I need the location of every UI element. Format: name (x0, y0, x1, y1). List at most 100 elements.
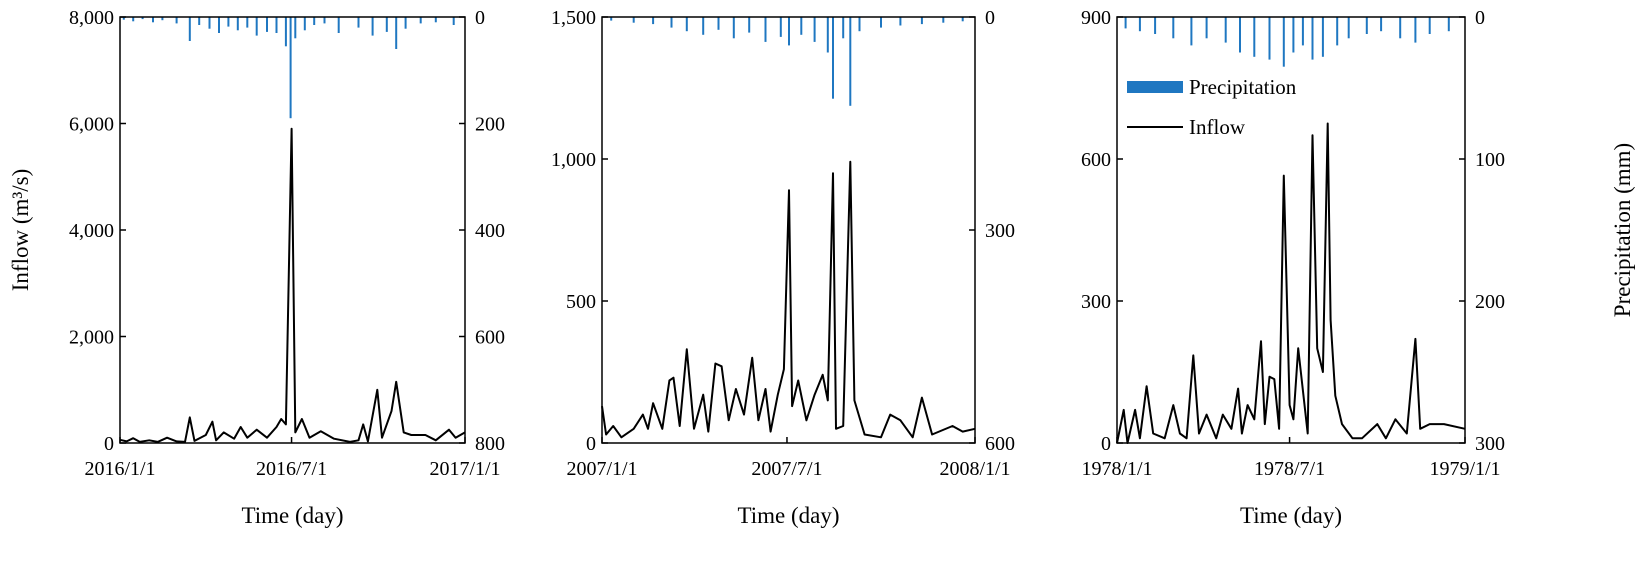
precipitation-bar (1190, 17, 1193, 46)
chart-panel-1: 0 2,000 4,000 6,000 8,000 0 200 400 600 800 2016/1… (8, 7, 505, 528)
precipitation-bar (788, 17, 790, 46)
precipitation-bar (152, 17, 154, 23)
precipitation-bar (849, 17, 852, 106)
y-tick-label: 0 (104, 433, 114, 455)
precipitation-bar (122, 17, 125, 20)
precipitation-bar (1414, 17, 1417, 43)
x-tick-label: 1978/7/1 (1254, 458, 1325, 480)
precipitation-bar (1172, 17, 1175, 39)
precipitation-bar (1124, 17, 1127, 29)
precipitation-bar (1428, 17, 1431, 34)
precipitation-bar (717, 17, 720, 30)
x-axis-title: Time (day) (1240, 503, 1342, 528)
precipitation-bar (779, 17, 782, 37)
precipitation-bar (434, 17, 437, 23)
precipitation-bar (289, 17, 292, 119)
x-tick-label: 2008/1/1 (939, 458, 1010, 480)
legend-label: Precipitation (1189, 75, 1297, 99)
precipitation-bar (313, 17, 316, 25)
precipitation-bars (122, 17, 455, 119)
precipitation-bar (1224, 17, 1227, 43)
precipitation-bar (942, 17, 945, 23)
precipitation-bar (227, 17, 230, 27)
precipitation-bar (218, 17, 220, 33)
y-tick-label: 0 (586, 433, 596, 455)
precipitation-bar (842, 17, 845, 39)
precipitation-bar (764, 17, 767, 42)
precipitation-bar (1154, 17, 1157, 34)
precipitation-bar (610, 17, 613, 21)
precipitation-bar (1282, 17, 1285, 67)
precipitation-bar (236, 17, 239, 31)
precipitation-bar (880, 17, 882, 28)
precipitation-bar (899, 17, 902, 26)
precipitation-bar (1321, 17, 1324, 57)
y2-tick-label: 100 (1475, 149, 1505, 171)
precipitation-bar (748, 17, 751, 33)
y-tick-label: 0 (1101, 433, 1111, 455)
y2-tick-label: 0 (475, 7, 485, 29)
y-tick-label: 1,500 (551, 7, 596, 29)
precipitation-bar (1399, 17, 1402, 39)
chart-panel-2: 0 500 1,000 1,500 0 300 600 2007/1/1 2007/7/1 200… (551, 7, 1015, 528)
precipitation-bar (1268, 17, 1271, 60)
precipitation-bar (702, 17, 705, 35)
precipitation-bar (832, 17, 834, 99)
precipitation-bar (1447, 17, 1450, 32)
y2-tick-label: 300 (1475, 433, 1505, 455)
y-tick-label: 500 (566, 291, 596, 313)
precipitation-bar (284, 17, 287, 47)
y-tick-label: 4,000 (69, 220, 114, 242)
y-axis-title: Inflow (m³/s) (8, 169, 33, 292)
precipitation-bar (371, 17, 374, 36)
precipitation-bar (255, 17, 258, 36)
y2-tick-label: 200 (475, 114, 505, 136)
precipitation-bar (208, 17, 211, 29)
chart-panel-3: 0 300 600 900 0 100 200 300 1978/1/1 1978/7/1 1979… (1081, 7, 1635, 528)
y2-axis-title: Precipitation (mm) (1610, 143, 1635, 317)
legend: Precipitation Inflow (1127, 75, 1297, 139)
precipitation-bar (1311, 17, 1314, 60)
x-tick-label: 2016/7/1 (256, 458, 327, 480)
precipitation-bar (732, 17, 735, 39)
precipitation-bar (1292, 17, 1295, 53)
precipitation-bar (1347, 17, 1350, 39)
y-tick-label: 300 (1081, 291, 1111, 313)
y2-tick-label: 600 (475, 327, 505, 349)
x-tick-label: 1978/1/1 (1081, 458, 1152, 480)
precipitation-bar (294, 17, 297, 39)
precipitation-bar (337, 17, 340, 33)
y-tick-label: 600 (1081, 149, 1111, 171)
precipitation-bar (1253, 17, 1256, 57)
precipitation-bar (188, 17, 191, 41)
y-tick-label: 900 (1081, 7, 1111, 29)
y2-tick-label: 400 (475, 220, 505, 242)
y2-tick-label: 600 (985, 433, 1015, 455)
y-tick-label: 8,000 (69, 7, 114, 29)
y-tick-label: 1,000 (551, 149, 596, 171)
precipitation-bar (419, 17, 422, 24)
precipitation-bar (1138, 17, 1141, 32)
precipitation-bar (813, 17, 816, 42)
y2-tick-label: 0 (1475, 7, 1485, 29)
inflow-line (601, 160, 976, 439)
x-tick-label: 2017/1/1 (429, 458, 500, 480)
precipitation-bar (275, 17, 278, 33)
precipitation-bars (1124, 17, 1450, 67)
x-axis-title: Time (day) (241, 503, 343, 528)
y-tick-label: 2,000 (69, 327, 114, 349)
precipitation-bar (141, 17, 144, 20)
y2-tick-label: 200 (1475, 291, 1505, 313)
precipitation-bar (632, 17, 635, 23)
precipitation-bar (1239, 17, 1241, 53)
precipitation-bar (685, 17, 688, 32)
precipitation-bar (1205, 17, 1208, 39)
inflow-line (1116, 122, 1466, 444)
precipitation-bar (670, 17, 673, 28)
legend-swatch-precipitation (1127, 81, 1183, 93)
precipitation-bar (161, 17, 164, 21)
precipitation-bar (1380, 17, 1383, 32)
precipitation-bar (1301, 17, 1304, 46)
precipitation-bar (198, 17, 201, 25)
x-tick-label: 2007/1/1 (566, 458, 637, 480)
